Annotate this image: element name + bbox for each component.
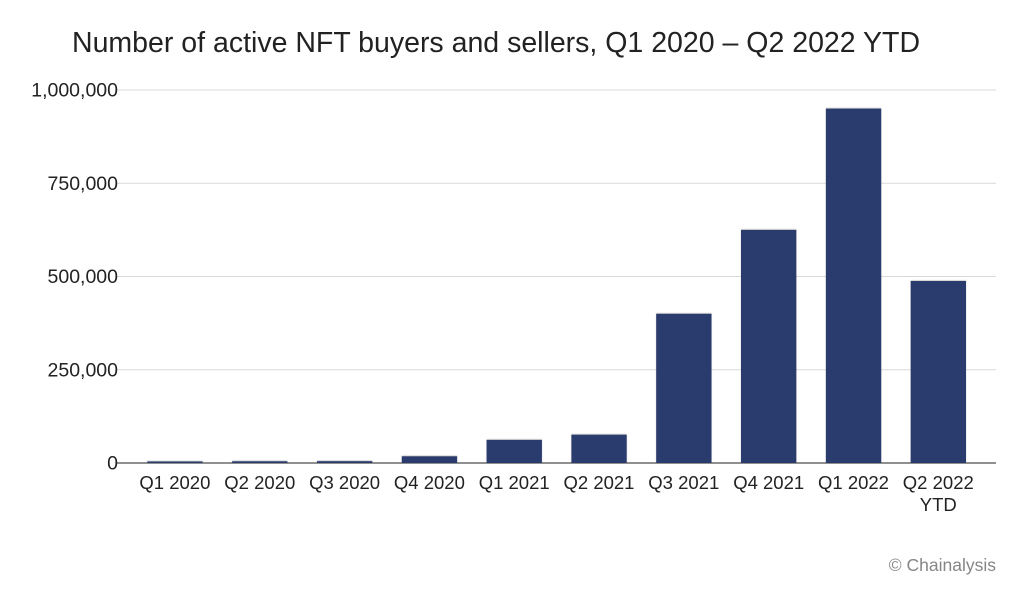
svg-text:250,000: 250,000	[48, 359, 119, 381]
svg-text:500,000: 500,000	[48, 266, 119, 288]
svg-text:Q1 2020: Q1 2020	[139, 472, 210, 493]
svg-text:Q1 2021: Q1 2021	[479, 472, 550, 493]
svg-text:750,000: 750,000	[48, 173, 119, 195]
svg-text:1,000,000: 1,000,000	[31, 80, 118, 102]
svg-text:0: 0	[107, 453, 118, 475]
svg-text:Q2 2020: Q2 2020	[224, 472, 295, 493]
svg-text:Q4 2020: Q4 2020	[394, 472, 465, 493]
svg-text:Q2 2021: Q2 2021	[564, 472, 635, 493]
svg-text:Q4 2021: Q4 2021	[733, 472, 804, 493]
svg-text:YTD: YTD	[920, 494, 957, 515]
svg-text:Q1 2022: Q1 2022	[818, 472, 889, 493]
svg-text:Q2 2022: Q2 2022	[903, 472, 974, 493]
svg-text:Q3 2021: Q3 2021	[648, 472, 719, 493]
svg-text:Q3 2020: Q3 2020	[309, 472, 380, 493]
